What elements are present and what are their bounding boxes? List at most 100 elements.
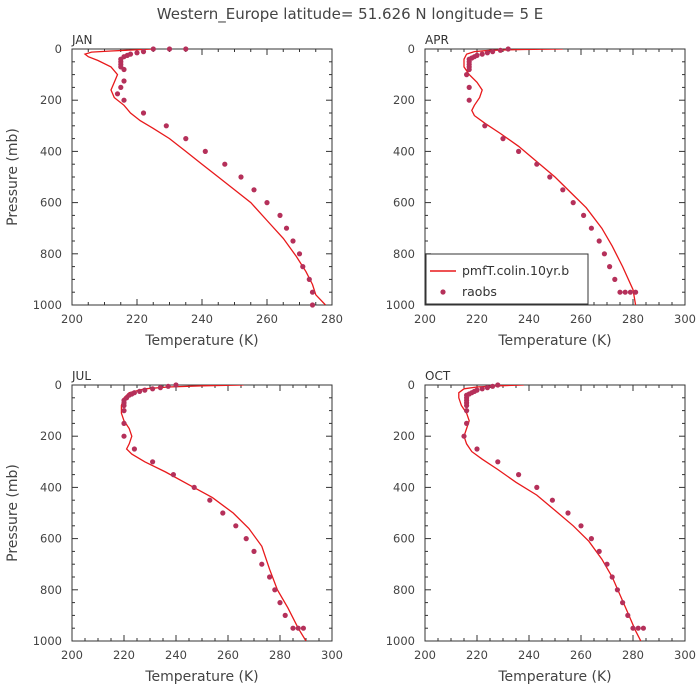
obs-point (596, 548, 602, 555)
y-tick-label: 200 (40, 93, 62, 107)
x-tick-label: 260 (570, 648, 592, 662)
obs-point (570, 200, 576, 206)
y-tick-label: 1000 (33, 298, 62, 312)
obs-point (466, 84, 472, 90)
y-tick-label: 600 (393, 532, 415, 546)
y-tick-label: 200 (393, 93, 415, 107)
obs-point (490, 49, 496, 55)
obs-point (633, 289, 639, 295)
obs-point (157, 385, 163, 391)
obs-point (534, 161, 540, 167)
obs-point (495, 459, 501, 465)
obs-point (166, 46, 173, 52)
obs-point (264, 200, 270, 206)
x-axis-label: Temperature (K) (497, 669, 611, 685)
x-axis-label: Temperature (K) (144, 669, 258, 685)
obs-point (601, 251, 608, 257)
obs-point (277, 212, 283, 218)
obs-point (282, 612, 288, 619)
obs-point (295, 625, 301, 631)
obs-point (461, 433, 467, 439)
panel-label: APR (425, 33, 449, 47)
y-tick-label: 800 (40, 583, 62, 597)
obs-point (505, 46, 511, 52)
obs-point (607, 264, 613, 270)
obs-point (484, 50, 490, 56)
obs-point (296, 251, 303, 257)
obs-point (277, 600, 283, 606)
obs-point (121, 78, 127, 84)
model-line (83, 49, 326, 305)
x-tick-label: 200 (414, 648, 436, 662)
obs-point (466, 97, 472, 103)
obs-point (604, 561, 610, 567)
obs-point (140, 49, 147, 55)
y-tick-label: 400 (40, 144, 62, 158)
x-tick-label: 200 (61, 312, 83, 326)
model-line (463, 49, 637, 305)
x-tick-label: 260 (217, 648, 239, 662)
x-tick-label: 240 (191, 312, 213, 326)
legend: pmfT.colin.10yr.b raobs (425, 253, 589, 305)
x-tick-label: 300 (321, 648, 343, 662)
y-tick-label: 1000 (386, 634, 415, 648)
obs-point (170, 472, 176, 478)
x-tick-label: 220 (113, 648, 135, 662)
y-tick-label: 400 (393, 144, 415, 158)
obs-point (620, 600, 626, 606)
y-tick-label: 800 (40, 247, 62, 261)
obs-point (309, 302, 316, 308)
model-line (458, 385, 642, 641)
obs-point (630, 625, 636, 631)
x-tick-label: 200 (61, 648, 83, 662)
y-tick-label: 0 (408, 42, 415, 56)
obs-point (251, 187, 257, 193)
y-tick-label: 600 (40, 532, 62, 546)
obs-point (588, 225, 595, 231)
obs-point (635, 625, 641, 631)
x-tick-label: 300 (674, 648, 696, 662)
figure-title: Western_Europe latitude= 51.626 N longit… (157, 5, 543, 24)
obs-point (191, 484, 197, 490)
obs-point (183, 136, 189, 142)
obs-point (612, 276, 618, 282)
obs-point (163, 123, 169, 129)
obs-point (290, 238, 296, 244)
panel-apr: 200 220 240 260 280 300 0 200 400 600 800 1000 Tempe… (386, 33, 696, 349)
legend-obs-label: raobs (462, 284, 497, 299)
obs-point (581, 212, 587, 218)
x-tick-label: 240 (165, 648, 187, 662)
obs-point (625, 612, 631, 619)
obs-point (474, 446, 480, 452)
obs-point (479, 51, 485, 57)
obs-point (309, 289, 316, 295)
obs-point (150, 386, 156, 392)
y-tick-label: 400 (393, 480, 415, 494)
obs-point (183, 46, 189, 52)
y-tick-label: 600 (40, 196, 62, 210)
x-tick-label: 220 (466, 312, 488, 326)
plot-frame (71, 384, 333, 642)
y-tick-label: 0 (408, 378, 415, 392)
obs-point (500, 136, 506, 142)
legend-obs-swatch (440, 289, 446, 295)
panel-jan: 200 220 240 260 280 0 200 400 600 800 1000 Temperat… (5, 33, 343, 349)
obs-point (609, 574, 615, 580)
x-tick-label: 220 (126, 312, 148, 326)
y-tick-label: 1000 (33, 634, 62, 648)
obs-point (150, 459, 156, 465)
obs-point (121, 433, 127, 439)
x-tick-label: 200 (414, 312, 436, 326)
obs-point (484, 385, 490, 391)
obs-point (150, 46, 156, 52)
obs-point (220, 510, 226, 516)
obs-point (290, 625, 296, 631)
obs-point (121, 408, 127, 414)
y-tick-label: 0 (55, 378, 62, 392)
panel-label: JUL (71, 369, 91, 383)
obs-point (118, 84, 124, 90)
x-axis-label: Temperature (K) (497, 333, 611, 349)
obs-point (622, 289, 628, 295)
obs-point (565, 510, 571, 516)
